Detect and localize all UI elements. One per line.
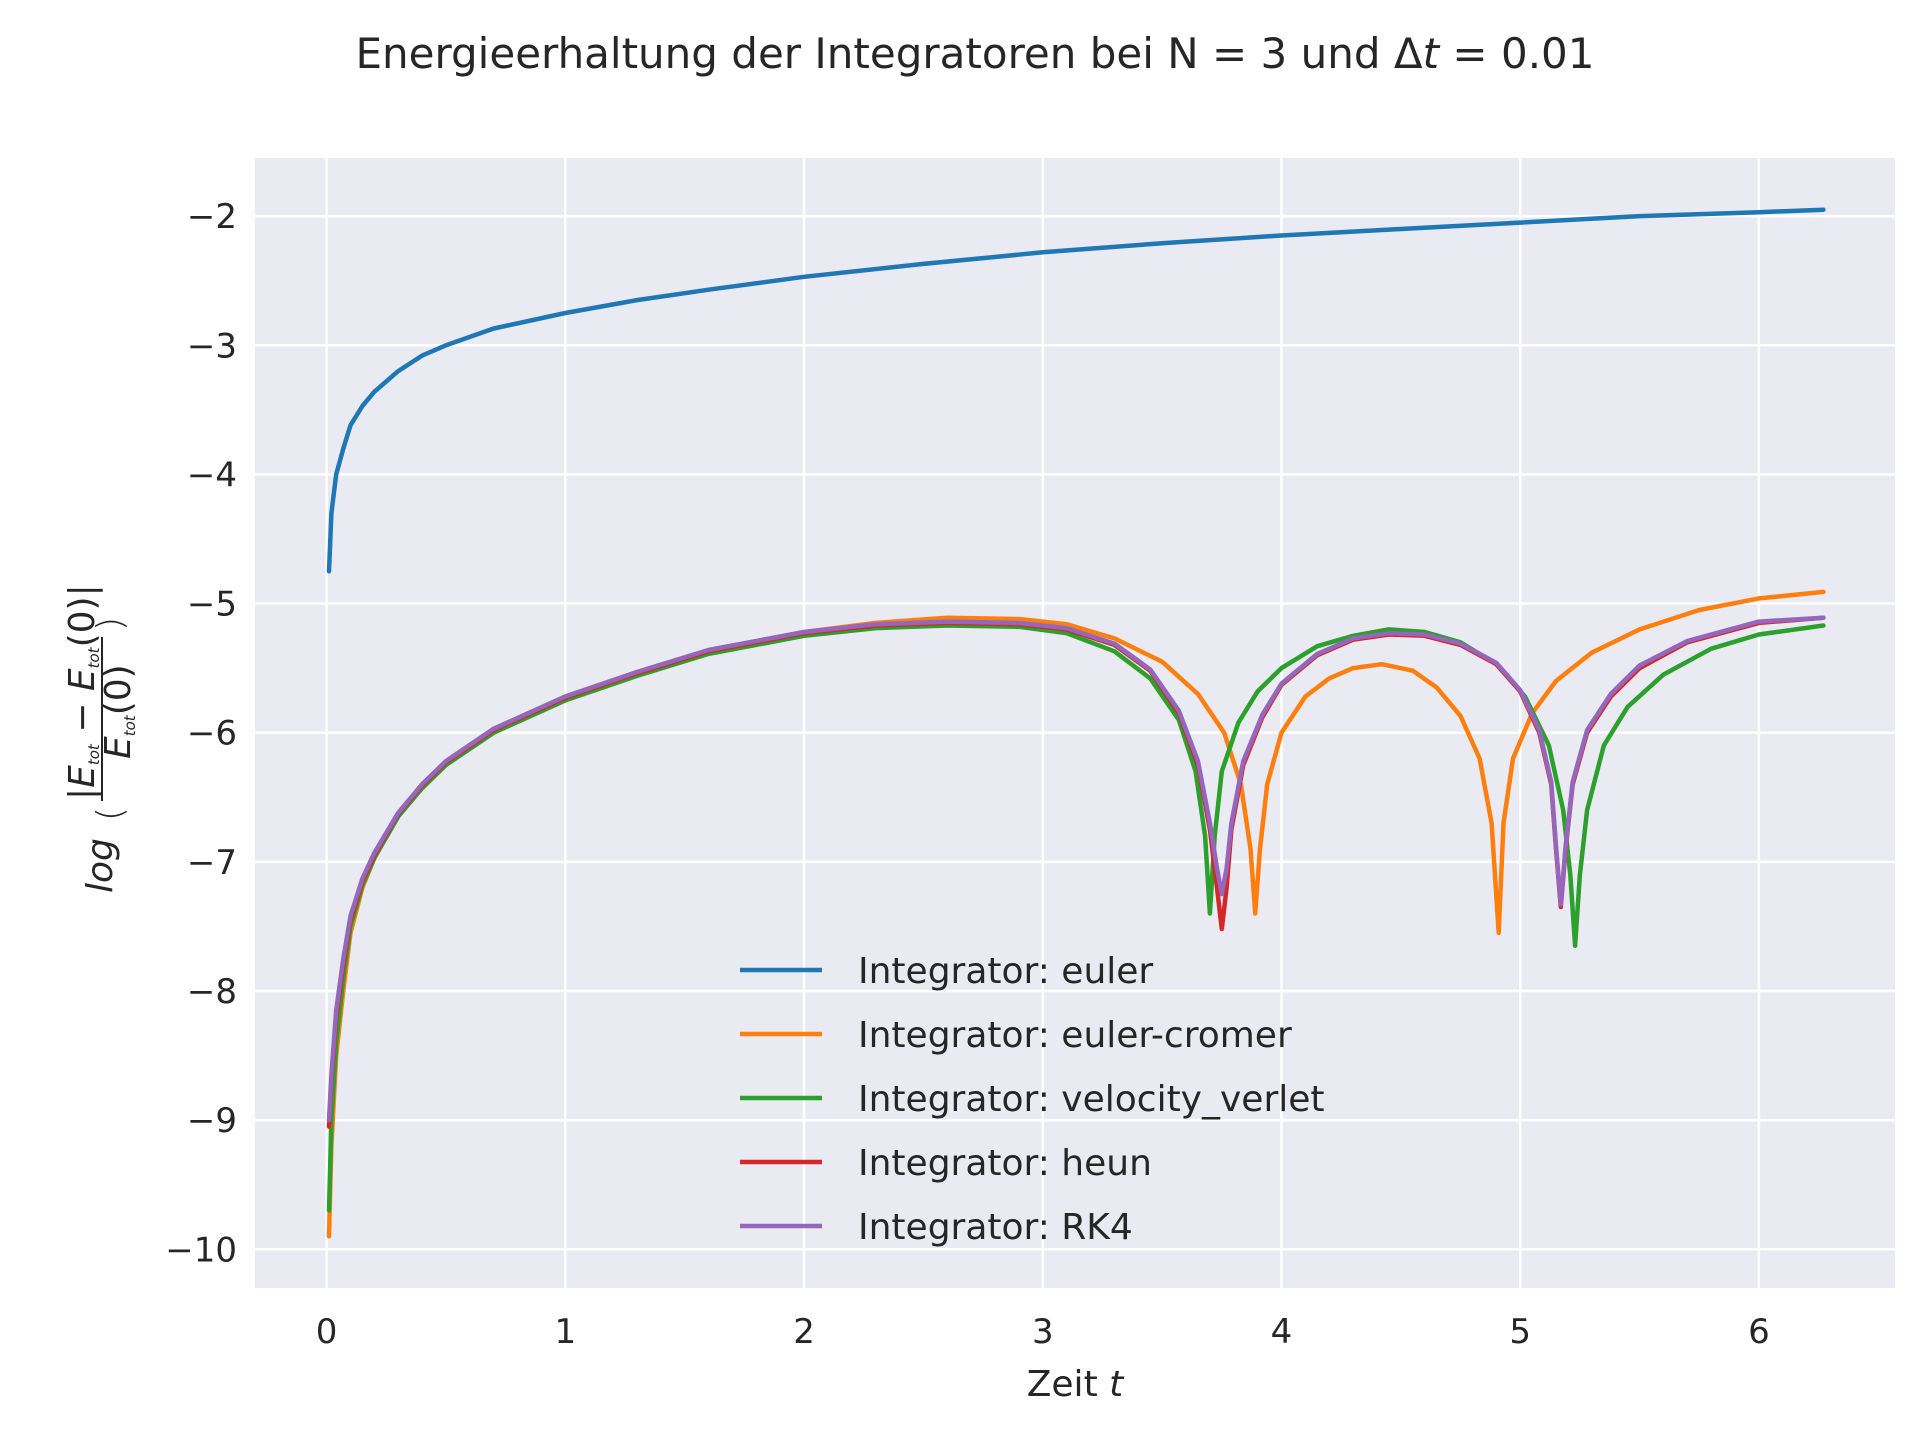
x-tick-label: 6 xyxy=(1748,1312,1770,1352)
svg-text:Etot(0): Etot(0) xyxy=(98,664,139,759)
x-tick-label: 0 xyxy=(316,1312,338,1352)
y-tick-label: −6 xyxy=(187,714,237,754)
y-tick-labels: −2 −3 −4 −5 −6 −7 −8 −9 −10 xyxy=(165,197,237,1270)
svg-text:|Etot − Etot(0)|: |Etot − Etot(0)| xyxy=(62,584,103,800)
y-tick-label: −8 xyxy=(187,972,237,1012)
legend-label: Integrator: euler-cromer xyxy=(858,1015,1292,1056)
x-axis-label: Zeit t xyxy=(1027,1364,1125,1405)
series-line-0 xyxy=(326,207,1826,574)
svg-text:): ) xyxy=(90,617,131,631)
x-tick-label: 1 xyxy=(555,1312,577,1352)
x-tick-label: 4 xyxy=(1271,1312,1293,1352)
x-tick-label: 3 xyxy=(1032,1312,1054,1352)
chart-title: Energieerhaltung der Integratoren bei N … xyxy=(356,29,1595,78)
grid xyxy=(255,158,1895,1288)
legend-label: Integrator: velocity_verlet xyxy=(858,1079,1325,1120)
x-tick-label: 5 xyxy=(1509,1312,1531,1352)
legend: Integrator: euler Integrator: euler-crome… xyxy=(740,951,1325,1248)
series-lines xyxy=(326,207,1826,1239)
legend-label: Integrator: heun xyxy=(858,1143,1152,1184)
y-tick-label: −4 xyxy=(187,455,237,495)
y-tick-label: −2 xyxy=(187,197,237,237)
y-tick-label: −10 xyxy=(165,1230,237,1270)
y-tick-label: −3 xyxy=(187,326,237,366)
x-tick-labels: 0 1 2 3 4 5 6 xyxy=(316,1312,1770,1352)
series-line-4 xyxy=(326,615,1826,1123)
x-tick-label: 2 xyxy=(793,1312,815,1352)
legend-label: Integrator: RK4 xyxy=(858,1207,1133,1248)
y-tick-label: −5 xyxy=(187,585,237,625)
y-axis-label: log ( |Etot − Etot(0)| Etot(0) ) xyxy=(62,584,139,893)
svg-text:log: log xyxy=(80,838,121,893)
y-tick-label: −9 xyxy=(187,1101,237,1141)
y-tick-label: −7 xyxy=(187,843,237,883)
legend-label: Integrator: euler xyxy=(858,951,1153,992)
svg-text:(: ( xyxy=(90,807,131,821)
